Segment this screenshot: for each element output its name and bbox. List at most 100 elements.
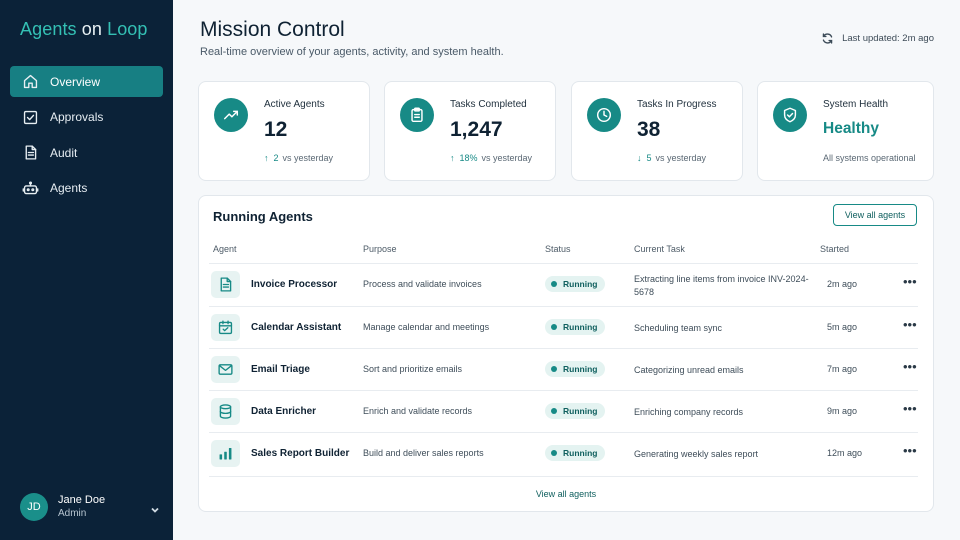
started-time: 7m ago	[827, 364, 858, 374]
table-row[interactable]: Invoice Processor Process and validate i…	[209, 263, 918, 305]
status-dot	[551, 324, 557, 330]
checkbox-icon	[21, 108, 39, 126]
database-icon	[211, 398, 240, 425]
user-role: Admin	[58, 508, 87, 519]
file-icon	[211, 271, 240, 298]
view-all-agents-button[interactable]: View all agents	[833, 204, 917, 226]
sidebar-item-label: Agents	[50, 181, 88, 195]
user-name: Jane Doe	[58, 494, 106, 506]
brand-word-3: Loop	[107, 19, 148, 39]
clipboard-icon	[400, 98, 434, 132]
agent-name[interactable]: Invoice Processor	[251, 279, 338, 290]
more-options-icon[interactable]: •••	[903, 401, 917, 416]
home-icon	[21, 73, 39, 91]
table-row[interactable]: Email Triage Sort and prioritize emails …	[209, 348, 918, 390]
stat-delta-value: 5	[646, 153, 652, 163]
stat-label: Tasks In Progress	[637, 99, 717, 110]
status-dot	[551, 281, 557, 287]
avatar: JD	[20, 493, 48, 521]
agent-purpose: Sort and prioritize emails	[363, 364, 463, 374]
started-time: 2m ago	[827, 279, 858, 289]
status-dot	[551, 408, 557, 414]
sidebar-item-agents[interactable]: Agents	[10, 173, 163, 204]
page-subtitle: Real-time overview of your agents, activ…	[200, 46, 504, 58]
robot-icon	[21, 179, 39, 197]
stat-card-tasks-completed: Tasks Completed 1,247 ↑ 18% vs yesterday	[384, 81, 556, 181]
status-text: Running	[563, 406, 598, 416]
current-task: Generating weekly sales report	[634, 449, 759, 459]
table-row[interactable]: Data Enricher Enrich and validate record…	[209, 390, 918, 432]
last-updated-text: Last updated: 2m ago	[842, 33, 934, 44]
stat-delta-suffix: vs yesterday	[282, 153, 334, 163]
status-text: Running	[563, 364, 598, 374]
status-badge: Running	[545, 403, 606, 419]
started-time: 5m ago	[827, 322, 858, 332]
trend-up-icon	[214, 98, 248, 132]
column-header-agent: Agent	[213, 244, 237, 254]
clock-icon	[587, 98, 621, 132]
column-header-purpose: Purpose	[363, 244, 397, 254]
status-text: Running	[563, 279, 598, 289]
stat-label: Active Agents	[264, 99, 325, 110]
table-row[interactable]: Calendar Assistant Manage calendar and m…	[209, 306, 918, 348]
more-options-icon[interactable]: •••	[903, 443, 917, 458]
agent-purpose: Manage calendar and meetings	[363, 322, 490, 332]
column-header-current-task: Current Task	[634, 244, 685, 254]
agent-name[interactable]: Sales Report Builder	[251, 448, 350, 459]
view-all-agents-link[interactable]: View all agents	[535, 489, 597, 499]
column-header-started: Started	[820, 244, 850, 254]
chevron-down-icon[interactable]	[150, 502, 160, 513]
refresh-icon[interactable]	[821, 32, 834, 45]
current-task: Extracting line items from invoice INV-2…	[634, 274, 809, 297]
stat-value: 12	[264, 118, 288, 141]
stat-value: 1,247	[450, 118, 503, 141]
status-text: Running	[563, 322, 598, 332]
user-menu[interactable]: JD Jane Doe Admin	[20, 491, 160, 523]
brand-word-2: on	[76, 19, 108, 39]
sidebar-item-approvals[interactable]: Approvals	[10, 102, 163, 133]
more-options-icon[interactable]: •••	[903, 317, 917, 332]
bar-chart-icon	[211, 440, 240, 467]
brand-word-1: Agents	[20, 19, 77, 39]
stat-note: All systems operational	[823, 153, 916, 163]
status-text: Running	[563, 448, 598, 458]
stat-card-active-agents: Active Agents 12 ↑ 2 vs yesterday	[198, 81, 370, 181]
status-dot	[551, 366, 557, 372]
stat-delta-suffix: vs yesterday	[481, 153, 533, 163]
sidebar: Agents on Loop Overview Approvals Audit …	[0, 0, 173, 540]
stat-value: Healthy	[823, 120, 879, 137]
current-task: Scheduling team sync	[634, 323, 723, 333]
arrow-up-icon: ↑	[264, 153, 269, 163]
status-badge: Running	[545, 276, 606, 292]
stat-delta-value: 18%	[459, 153, 478, 163]
divider	[209, 476, 918, 477]
arrow-down-icon: ↓	[637, 153, 642, 163]
stat-delta: ↑ 18% vs yesterday	[450, 153, 532, 163]
status-badge: Running	[545, 445, 606, 461]
stat-delta: ↓ 5 vs yesterday	[637, 153, 706, 163]
agent-purpose: Build and deliver sales reports	[363, 448, 484, 458]
brand-logo[interactable]: Agents on Loop	[20, 19, 148, 40]
more-options-icon[interactable]: •••	[903, 274, 917, 289]
sidebar-item-overview[interactable]: Overview	[10, 66, 163, 97]
table-row[interactable]: Sales Report Builder Build and deliver s…	[209, 432, 918, 474]
agent-name[interactable]: Data Enricher	[251, 406, 317, 417]
running-agents-panel: Running Agents View all agents Agent Pur…	[198, 195, 934, 512]
started-time: 12m ago	[827, 448, 863, 458]
calendar-icon	[211, 314, 240, 341]
status-badge: Running	[545, 319, 606, 335]
arrow-up-icon: ↑	[450, 153, 455, 163]
sidebar-item-audit[interactable]: Audit	[10, 137, 163, 168]
stat-label: System Health	[823, 99, 889, 110]
last-updated: Last updated: 2m ago	[821, 32, 934, 45]
stat-label: Tasks Completed	[450, 99, 527, 110]
sidebar-item-label: Approvals	[50, 110, 104, 124]
stat-card-system-health: System Health Healthy All systems operat…	[757, 81, 934, 181]
agent-name[interactable]: Calendar Assistant	[251, 322, 342, 333]
agent-name[interactable]: Email Triage	[251, 364, 310, 375]
more-options-icon[interactable]: •••	[903, 359, 917, 374]
status-badge: Running	[545, 361, 606, 377]
sidebar-item-label: Audit	[50, 145, 78, 160]
current-task: Enriching company records	[634, 407, 744, 417]
page-title: Mission Control	[200, 18, 345, 41]
